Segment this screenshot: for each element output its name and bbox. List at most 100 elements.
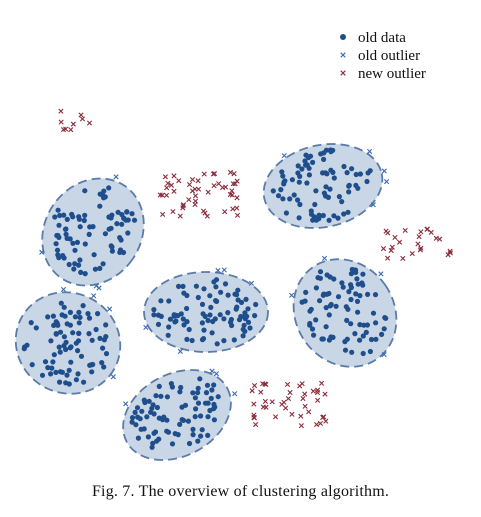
old-data-point (280, 196, 286, 202)
old-data-point (148, 409, 154, 415)
old-data-point (145, 434, 151, 440)
old-data-point (97, 265, 103, 271)
old-data-point (304, 180, 310, 186)
old-data-point (74, 239, 80, 245)
old-data-point (61, 343, 67, 349)
old-data-point (308, 208, 314, 214)
old-data-point (344, 170, 350, 176)
old-data-point (326, 312, 332, 318)
old-data-point (291, 192, 297, 198)
old-data-point (190, 426, 196, 432)
old-data-point (70, 330, 76, 336)
old-data-point (55, 207, 61, 213)
old-data-point (193, 283, 199, 289)
old-data-point (238, 313, 244, 320)
old-data-point (156, 436, 162, 442)
new-outlier-point (437, 236, 443, 242)
old-data-point (360, 271, 366, 277)
new-outlier-point (260, 404, 266, 410)
old-data-point (208, 395, 214, 401)
old-data-point (29, 362, 35, 368)
old-data-point (57, 329, 64, 335)
old-data-point (70, 240, 76, 246)
old-data-point (372, 292, 379, 298)
old-data-point (75, 371, 81, 377)
new-outlier-point (317, 420, 324, 427)
old-data-point (295, 197, 301, 203)
old-data-point (200, 311, 206, 317)
new-outlier-point (234, 205, 240, 211)
old-data-point (176, 283, 182, 289)
old-data-point (53, 331, 59, 337)
new-outlier-point (58, 108, 64, 114)
old-data-point (283, 210, 289, 216)
old-data-point (173, 318, 179, 324)
new-outlier-point (269, 399, 275, 405)
old-data-point (158, 393, 164, 399)
old-data-point (330, 147, 336, 153)
old-data-point (323, 305, 329, 311)
new-outlier-point (186, 197, 192, 203)
old-data-point (99, 360, 105, 366)
new-outlier-point (384, 255, 391, 261)
old-data-point (151, 312, 157, 318)
new-outlier-point (417, 247, 423, 253)
old-data-point (295, 170, 301, 176)
old-data-point (160, 417, 166, 423)
new-outlier-point (319, 380, 325, 386)
old-data-point (330, 169, 336, 175)
old-data-point (184, 319, 190, 325)
new-outlier-point (192, 198, 199, 204)
old-data-point (109, 244, 115, 250)
new-outlier-point (253, 422, 259, 428)
old-data-point (211, 417, 217, 423)
old-data-point (373, 320, 379, 326)
new-outlier-point (63, 126, 69, 132)
old-data-point (56, 234, 62, 240)
old-data-point (151, 307, 157, 313)
old-data-point (327, 186, 333, 192)
old-data-point (85, 311, 91, 317)
old-data-point (245, 306, 251, 312)
new-outlier-point (216, 181, 222, 187)
old-data-point (63, 226, 69, 232)
new-outlier-point (79, 116, 86, 122)
old-data-point (234, 292, 240, 298)
old-outlier-point (381, 351, 387, 358)
new-outlier-point (195, 178, 201, 184)
new-outlier-point (263, 381, 269, 387)
legend-old-outlier-marker (340, 52, 346, 58)
old-data-point (64, 216, 70, 222)
old-data-point (129, 419, 135, 425)
old-data-point (349, 349, 355, 355)
new-outlier-point (445, 252, 451, 258)
old-data-point (303, 289, 309, 295)
old-data-point (313, 317, 319, 323)
new-outlier-point (168, 182, 175, 188)
old-data-point (370, 310, 377, 316)
new-outlier-point (162, 174, 169, 180)
new-outlier-point (306, 409, 312, 415)
old-data-point (360, 282, 366, 288)
old-data-point (357, 171, 363, 177)
old-data-point (120, 249, 127, 256)
old-data-point (51, 322, 57, 328)
new-outlier-point (380, 246, 387, 252)
old-data-point (119, 221, 125, 227)
old-data-point (296, 215, 302, 221)
old-data-point (101, 364, 107, 370)
old-data-point (225, 292, 231, 298)
new-outlier-point (177, 213, 183, 219)
old-data-point (205, 414, 211, 420)
old-data-point (364, 322, 370, 328)
old-data-point (240, 333, 246, 339)
old-data-point (180, 283, 186, 289)
old-data-point (218, 289, 224, 295)
old-data-point (344, 317, 350, 323)
old-data-point (201, 327, 207, 333)
legend-new-outlier-marker (340, 70, 346, 76)
new-outlier-point (447, 248, 453, 254)
old-data-point (326, 217, 332, 223)
old-data-point (186, 440, 193, 447)
old-data-point (354, 276, 360, 282)
